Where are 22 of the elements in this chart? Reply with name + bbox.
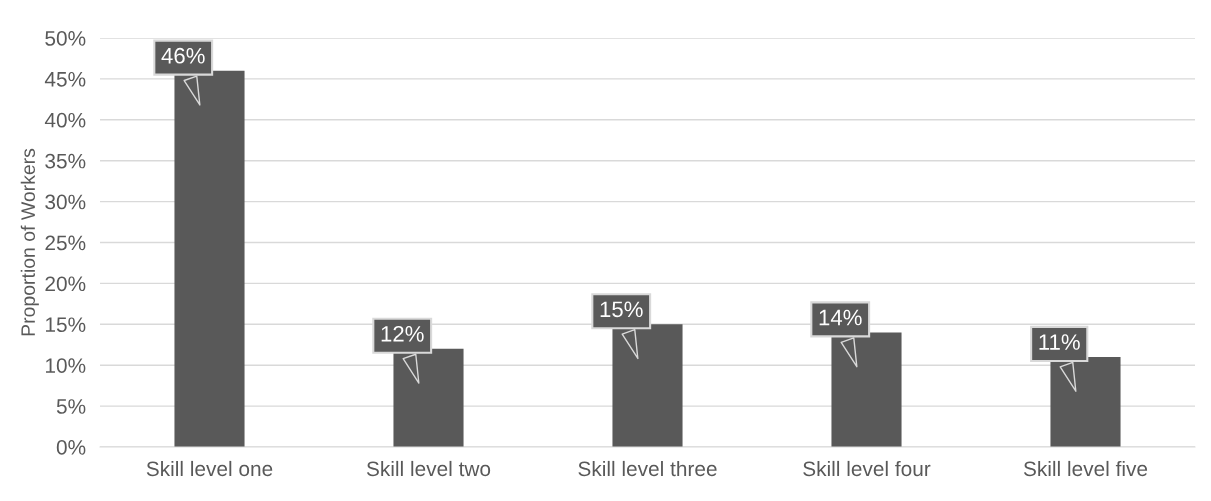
data-label: 14% [819, 309, 862, 326]
y-tick-label: 10% [46, 358, 86, 373]
y-tick-label: 20% [45, 276, 86, 292]
y-tick-label: 35% [45, 153, 86, 169]
y-tick-label: 45% [44, 71, 86, 87]
x-tick-label: Skill level four [803, 460, 931, 477]
x-tick-label: Skill level three [578, 460, 717, 477]
x-tick-label: Skill level two [366, 460, 491, 477]
y-tick-label: 0% [56, 440, 86, 455]
data-label: 46% [161, 47, 205, 64]
y-tick-label: 30% [45, 194, 86, 210]
y-tick-label: 25% [45, 235, 86, 251]
x-tick-label: Skill level five [1023, 460, 1148, 477]
x-tick-label: Skill level one [146, 460, 273, 477]
data-label: 15% [600, 301, 643, 318]
y-tick-label: 50% [45, 31, 86, 46]
y-axis-title: Proportion of Workers [20, 148, 39, 336]
y-tick-label: 40% [44, 112, 86, 128]
data-label: 12% [381, 325, 424, 342]
data-label: 11% [1039, 334, 1080, 350]
y-tick-label: 5% [56, 399, 86, 414]
y-tick-label: 15% [46, 317, 86, 333]
